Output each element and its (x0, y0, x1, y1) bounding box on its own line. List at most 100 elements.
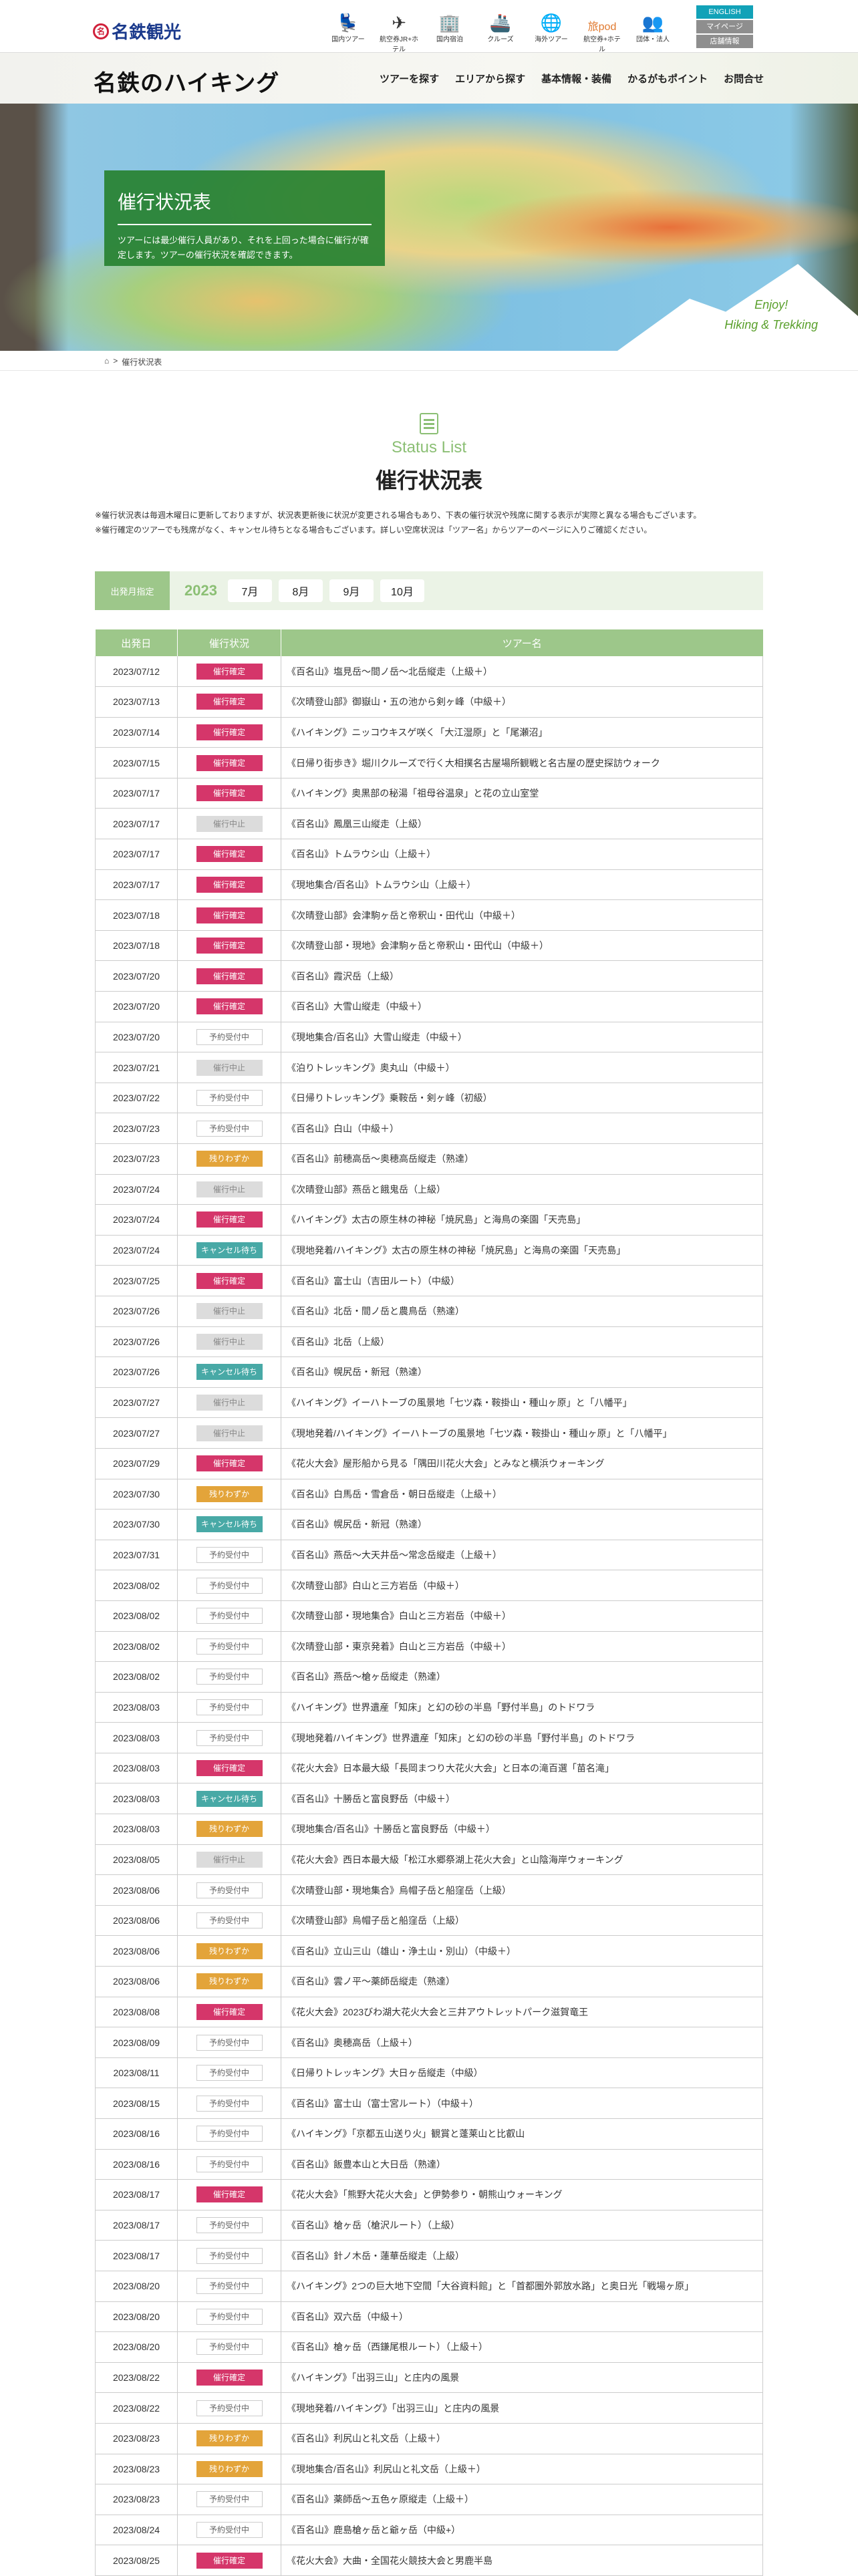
global-nav-item[interactable]: 👥 団体・法人 (632, 9, 674, 53)
tour-name-link[interactable]: 《百名山》雲ノ平～薬師岳縦走（熟達） (281, 1966, 763, 1997)
tour-name-link[interactable]: 《次晴登山部》白山と三方岩岳（中級＋） (281, 1570, 763, 1601)
tour-name-link[interactable]: 《ハイキング》「出羽三山」と庄内の風景 (281, 2362, 763, 2394)
meitetsu-kanko-logo[interactable]: 名名鉄観光 (93, 19, 181, 43)
tour-name-link[interactable]: 《ハイキング》世界遺産「知床」と幻の砂の半島「野付半島」のトドワラ (281, 1692, 763, 1723)
tour-name-link[interactable]: 《現地発着/ハイキング》世界遺産「知床」と幻の砂の半島「野付半島」のトドワラ (281, 1722, 763, 1753)
tour-name-link[interactable]: 《百名山》槍ヶ岳（槍沢ルート）（上級） (281, 2210, 763, 2241)
tour-name-link[interactable]: 《ハイキング》2つの巨大地下空間「大谷資料館」と「首都圏外郭放水路」と奥日光「戦… (281, 2271, 763, 2302)
departure-date: 2023/07/17 (95, 869, 178, 901)
tour-name-link[interactable]: 《ハイキング》奥黒部の秘湯「祖母谷温泉」と花の立山室堂 (281, 778, 763, 809)
tour-name-link[interactable]: 《百名山》飯豊本山と大日岳（熟達） (281, 2149, 763, 2180)
status-cell: 催行確定 (177, 899, 281, 931)
status-badge: キャンセル待ち (196, 1242, 263, 1259)
tour-name-link[interactable]: 《現地集合/百名山》利尻山と礼文岳（上級＋） (281, 2454, 763, 2485)
status-cell: 残りわずか (177, 1814, 281, 1845)
tour-name-link[interactable]: 《花火大会》2023びわ湖大花火大会と三井アウトレットパーク滋賀竜王 (281, 1997, 763, 2028)
status-cell: 催行確定 (177, 1448, 281, 1479)
tour-name-link[interactable]: 《次晴登山部・現地》会津駒ヶ岳と帝釈山・田代山（中級＋） (281, 930, 763, 962)
global-nav-item[interactable]: 💺 国内ツアー (327, 9, 369, 53)
tour-name-link[interactable]: 《百名山》富士山（富士宮ルート）（中級＋） (281, 2088, 763, 2119)
stores-button[interactable]: 店舗情報 (696, 35, 753, 48)
tour-name-link[interactable]: 《次晴登山部・現地集合》白山と三方岩岳（中級＋） (281, 1600, 763, 1632)
global-nav-item[interactable]: 🚢 クルーズ (480, 9, 521, 53)
tour-name-link[interactable]: 《百名山》立山三山（雄山・浄土山・別山）（中級＋） (281, 1935, 763, 1967)
tour-name-link[interactable]: 《百名山》槍ヶ岳（西鎌尾根ルート）（上級＋） (281, 2331, 763, 2363)
tour-name-link[interactable]: 《ハイキング》イーハトーブの風景地「七ツ森・鞍掛山・種山ヶ原」と「八幡平」 (281, 1387, 763, 1419)
month-button-10[interactable]: 10月 (380, 579, 424, 602)
hiking-logo[interactable]: 名鉄のハイキング (94, 71, 280, 96)
month-button-8[interactable]: 8月 (278, 579, 323, 602)
tour-name-link[interactable]: 《花火大会》西日本最大級「松江水郷祭湖上花火大会」と山陰海岸ウォーキング (281, 1844, 763, 1876)
nav-basic-info[interactable]: 基本情報・装備 (541, 74, 612, 85)
tour-name-link[interactable]: 《現地集合/百名山》トムラウシ山（上級＋） (281, 869, 763, 901)
tour-name-link[interactable]: 《百名山》トムラウシ山（上級＋） (281, 839, 763, 870)
global-nav-item[interactable]: 旅pod 航空券+ホテル (581, 9, 623, 53)
tour-name-link[interactable]: 《百名山》鹿島槍ヶ岳と爺ヶ岳（中級+） (281, 2515, 763, 2546)
status-badge: 残りわずか (196, 1821, 263, 1838)
tour-name-link[interactable]: 《日帰り街歩き》堀川クルーズで行く大相撲名古屋場所観戦と名古屋の歴史探訪ウォーク (281, 747, 763, 778)
tour-name-link[interactable]: 《百名山》双六岳（中級＋） (281, 2301, 763, 2333)
english-button[interactable]: ENGLISH (696, 5, 753, 19)
tour-name-link[interactable]: 《百名山》白山（中級＋） (281, 1113, 763, 1144)
tour-name-link[interactable]: 《花火大会》大曲・全国花火競技大会と男鹿半島 (281, 2545, 763, 2576)
month-button-7[interactable]: 7月 (227, 579, 272, 602)
table-row: 2023/07/26 キャンセル待ち 《百名山》幌尻岳・新冠（熟達） (95, 1356, 763, 1388)
tour-name-link[interactable]: 《百名山》塩見岳～間ノ岳～北岳縦走（上級＋） (281, 656, 763, 688)
tour-name-link[interactable]: 《次晴登山部・東京発着》白山と三方岩岳（中級＋） (281, 1631, 763, 1663)
tour-name-link[interactable]: 《百名山》十勝岳と富良野岳（中級＋） (281, 1783, 763, 1815)
nav-area[interactable]: エリアから探す (455, 74, 526, 85)
tour-name-link[interactable]: 《百名山》針ノ木岳・蓮華岳縦走（上級） (281, 2240, 763, 2271)
tour-name-link[interactable]: 《次晴登山部》御嶽山・五の池から剣ヶ峰（中級＋） (281, 686, 763, 718)
tour-name-link[interactable]: 《次晴登山部・現地集合》烏帽子岳と船窪岳（上級） (281, 1874, 763, 1906)
status-cell: 催行確定 (177, 778, 281, 809)
global-nav-item[interactable]: 🌐 海外ツアー (531, 9, 572, 53)
tour-name-link[interactable]: 《百名山》奥穂高岳（上級＋） (281, 2027, 763, 2058)
departure-date: 2023/08/24 (95, 2515, 178, 2546)
tour-name-link[interactable]: 《泊りトレッキング》奥丸山（中級＋） (281, 1052, 763, 1083)
global-nav-item[interactable]: ✈ 航空券JR+ホテル (378, 9, 420, 53)
breadcrumb: ⌂ > 催行状況表 (0, 351, 858, 371)
tour-name-link[interactable]: 《次晴登山部》会津駒ヶ岳と帝釈山・田代山（中級＋） (281, 899, 763, 931)
tour-name-link[interactable]: 《日帰りトレッキング》大日ヶ岳縦走（中級） (281, 2057, 763, 2089)
tour-name-link[interactable]: 《現地発着/ハイキング》「出羽三山」と庄内の風景 (281, 2392, 763, 2424)
tour-name-link[interactable]: 《百名山》霞沢岳（上級） (281, 960, 763, 992)
tour-name-link[interactable]: 《百名山》利尻山と礼文岳（上級＋） (281, 2423, 763, 2454)
tour-name-link[interactable]: 《現地発着/ハイキング》太古の原生林の神秘「焼尻島」と海鳥の楽園「天売島」 (281, 1235, 763, 1266)
tour-name-link[interactable]: 《百名山》北岳・間ノ岳と農鳥岳（熟達） (281, 1296, 763, 1327)
home-icon[interactable]: ⌂ (104, 356, 110, 366)
month-button-9[interactable]: 9月 (329, 579, 374, 602)
tour-name-link[interactable]: 《ハイキング》ニッコウキスゲ咲く「大江湿原」と「尾瀬沼」 (281, 717, 763, 748)
global-nav-item[interactable]: 🏢 国内宿泊 (429, 9, 470, 53)
tour-name-link[interactable]: 《次晴登山部》烏帽子岳と船窪岳（上級） (281, 1905, 763, 1937)
departure-date: 2023/08/06 (95, 1905, 178, 1937)
tour-name-link[interactable]: 《花火大会》屋形船から見る「隅田川花火大会」とみなと横浜ウォーキング (281, 1448, 763, 1479)
tour-name-link[interactable]: 《次晴登山部》燕岳と餓鬼岳（上級） (281, 1174, 763, 1205)
tour-name-link[interactable]: 《ハイキング》太古の原生林の神秘「焼尻島」と海鳥の楽園「天売島」 (281, 1204, 763, 1236)
tour-name-link[interactable]: 《現地発着/ハイキング》イーハトーブの風景地「七ツ森・鞍掛山・種山ヶ原」と「八幡… (281, 1417, 763, 1449)
tour-name-link[interactable]: 《現地集合/百名山》大雪山縦走（中級＋） (281, 1022, 763, 1053)
tour-name-link[interactable]: 《百名山》燕岳～大天井岳～常念岳縦走（上級＋） (281, 1540, 763, 1571)
status-badge: 催行確定 (196, 2186, 263, 2203)
tour-name-link[interactable]: 《花火大会》「熊野大花火大会」と伊勢参り・朝熊山ウォーキング (281, 2179, 763, 2210)
departure-date: 2023/07/23 (95, 1113, 178, 1144)
tour-name-link[interactable]: 《ハイキング》「京都五山送り火」観賞と蓬莱山と比叡山 (281, 2118, 763, 2150)
tour-name-link[interactable]: 《百名山》前穂高岳～奥穂高岳縦走（熟達） (281, 1143, 763, 1175)
tour-name-link[interactable]: 《百名山》幌尻岳・新冠（熟達） (281, 1356, 763, 1388)
tour-name-link[interactable]: 《百名山》幌尻岳・新冠（熟達） (281, 1509, 763, 1540)
nav-contact[interactable]: お問合せ (724, 74, 764, 85)
mypage-button[interactable]: マイページ (696, 20, 753, 33)
tour-name-link[interactable]: 《花火大会》日本最大級「長岡まつり大花火大会」と日本の滝百選「苗名滝」 (281, 1753, 763, 1784)
tour-name-link[interactable]: 《百名山》富士山（吉田ルート）（中級） (281, 1265, 763, 1296)
tour-name-link[interactable]: 《百名山》薬師岳～五色ヶ原縦走（上級＋） (281, 2484, 763, 2515)
tour-name-link[interactable]: 《百名山》北岳（上級） (281, 1326, 763, 1358)
tour-name-link[interactable]: 《現地集合/百名山》十勝岳と富良野岳（中級＋） (281, 1814, 763, 1845)
tour-name-link[interactable]: 《百名山》大雪山縦走（中級＋） (281, 991, 763, 1022)
tour-name-link[interactable]: 《百名山》燕岳～槍ヶ岳縦走（熟達） (281, 1661, 763, 1693)
table-row: 2023/07/14 催行確定 《ハイキング》ニッコウキスゲ咲く「大江湿原」と「尾瀬… (95, 717, 763, 748)
tour-name-link[interactable]: 《百名山》鳳凰三山縦走（上級） (281, 808, 763, 840)
nav-find-tour[interactable]: ツアーを探す (380, 74, 440, 85)
tour-name-link[interactable]: 《日帰りトレッキング》乗鞍岳・剣ヶ峰（初級） (281, 1083, 763, 1114)
status-table: 出発日 催行状況 ツアー名 2023/07/12 催行確定 《百名山》塩見岳～間ノ岳… (95, 629, 763, 2576)
tour-name-link[interactable]: 《百名山》白馬岳・雪倉岳・朝日岳縦走（上級＋） (281, 1479, 763, 1510)
nav-karugamo-points[interactable]: かるがもポイント (627, 74, 708, 85)
